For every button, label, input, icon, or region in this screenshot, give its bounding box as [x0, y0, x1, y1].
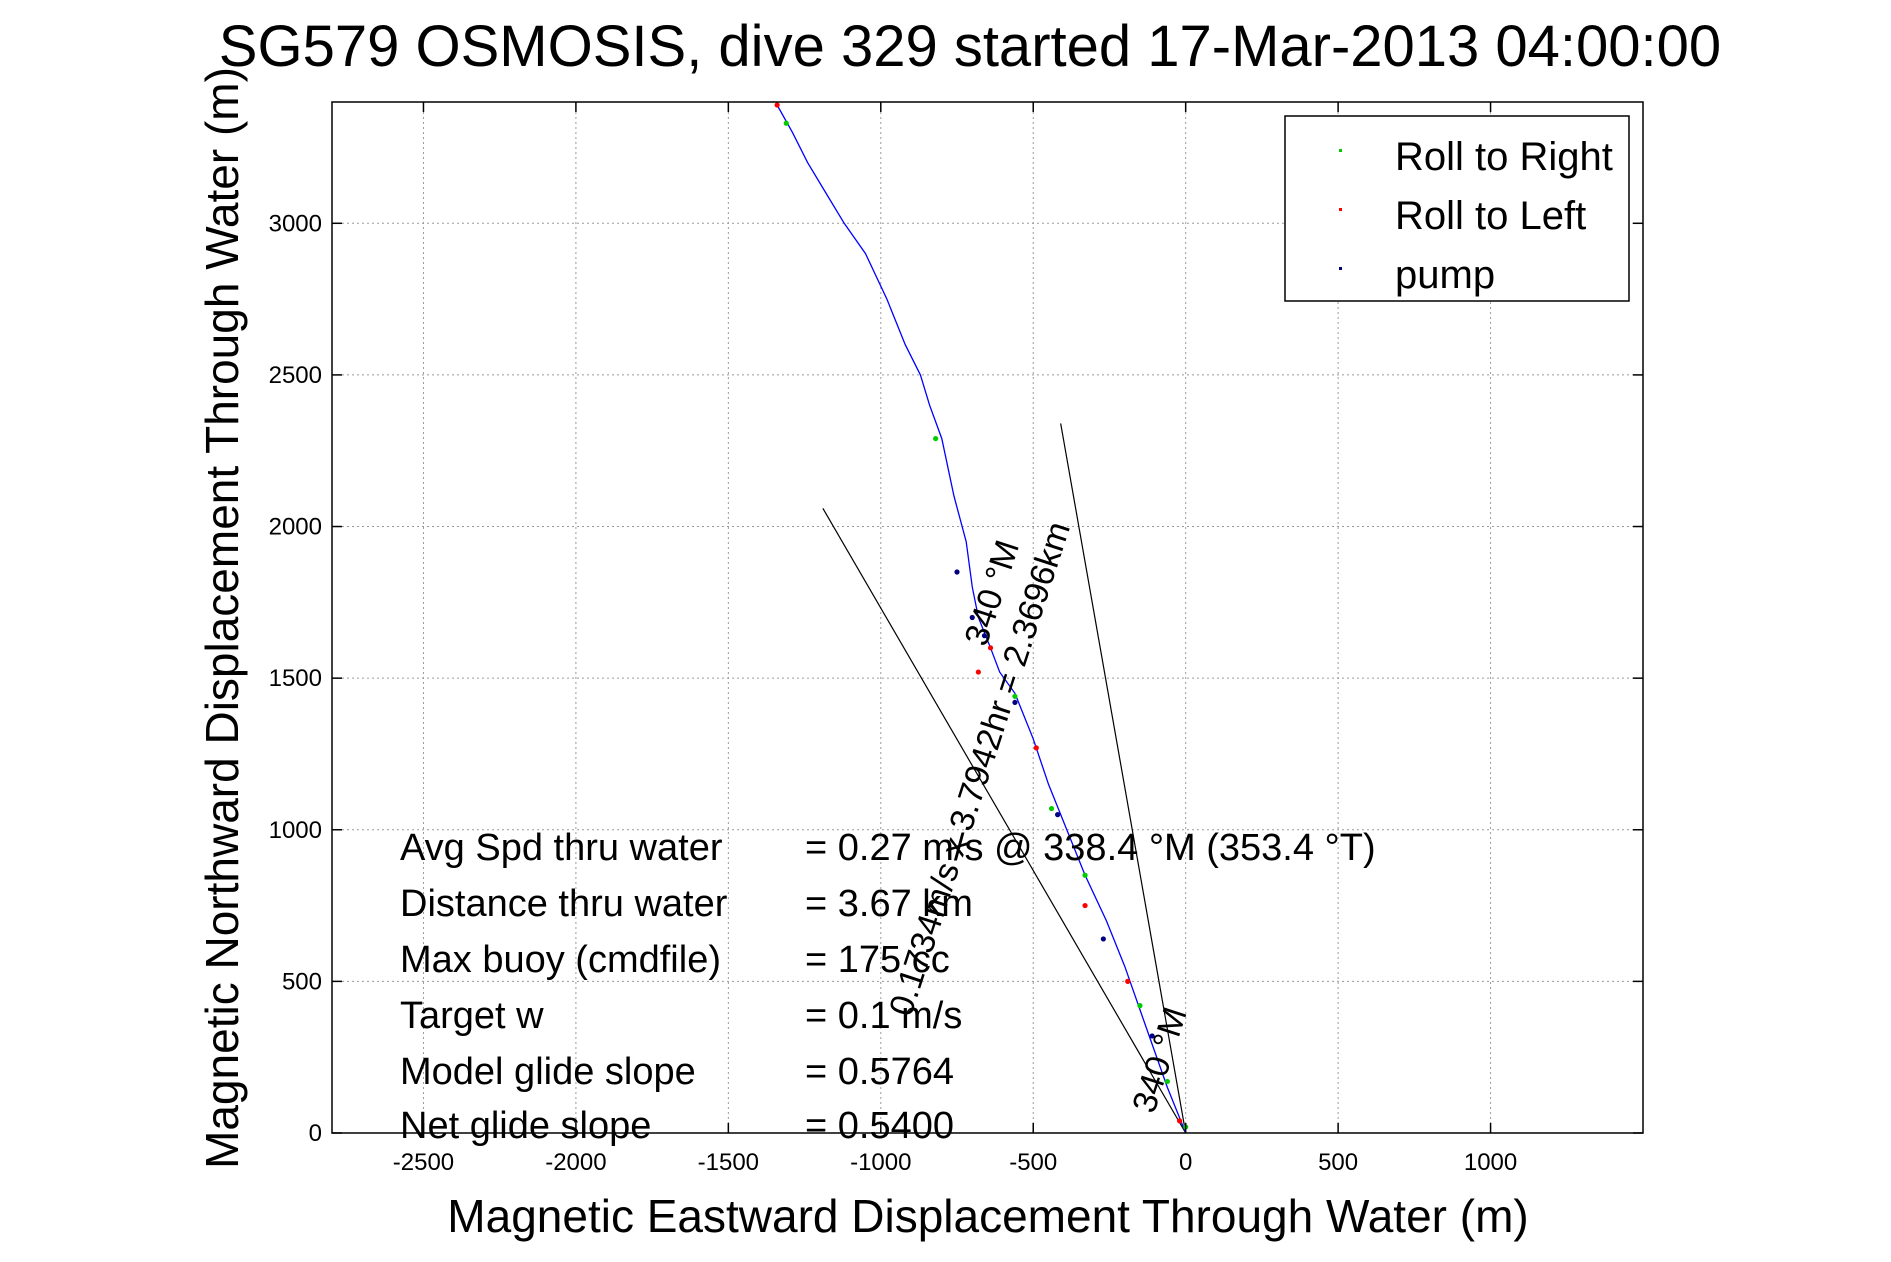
legend-label-roll-left: Roll to Left [1395, 194, 1586, 238]
pump-marker [954, 569, 960, 575]
pump-marker [969, 614, 975, 621]
roll-right-marker [1012, 693, 1018, 699]
stat-label-distance: Distance thru water [400, 883, 728, 925]
dive-stats: Avg Spd thru water = 0.27 m/s @ 338.4 °M… [400, 827, 1376, 1147]
legend-marker-roll-left [1339, 208, 1342, 211]
y-tick-label: 2500 [269, 362, 322, 389]
stat-label-target-w: Target w [400, 995, 544, 1037]
pump-marker [1149, 1033, 1155, 1039]
y-tick-label: 2000 [269, 514, 322, 541]
roll-right-marker [1137, 1003, 1143, 1009]
x-tick-label: 1000 [1464, 1149, 1517, 1176]
pump-marker [1012, 699, 1018, 706]
chart-title: SG579 OSMOSIS, dive 329 started 17-Mar-2… [219, 14, 1721, 79]
y-tick-label: 1000 [269, 817, 322, 844]
stat-value-max-buoy: = 175 cc [805, 939, 950, 981]
roll-left-marker [975, 669, 981, 675]
roll-left-marker [774, 102, 780, 108]
stat-label-net-glide: Net glide slope [400, 1105, 651, 1147]
stat-value-target-w: = 0.1 m/s [805, 995, 962, 1037]
roll-right-marker [1048, 805, 1055, 812]
y-tick-label: 3000 [269, 210, 322, 237]
cone-lines [822, 423, 1187, 1134]
x-tick-label: 0 [1179, 1149, 1192, 1176]
y-tick-label: 0 [309, 1120, 322, 1147]
stat-value-distance: = 3.67 km [805, 883, 973, 925]
y-ticks: 0 500 1000 1500 2000 2500 3000 [269, 210, 1643, 1147]
stat-value-net-glide: = 0.5400 [805, 1105, 954, 1147]
roll-left-marker [1033, 745, 1039, 751]
roll-left-marker [1125, 978, 1131, 984]
pump-marker [981, 633, 988, 639]
x-axis-label: Magnetic Eastward Displacement Through W… [447, 1190, 1528, 1242]
roll-right-marker [783, 120, 789, 126]
legend-box [1284, 115, 1630, 302]
roll-right-marker [1164, 1078, 1170, 1085]
legend-marker-roll-right [1339, 149, 1342, 152]
roll-left-marker [1176, 1118, 1183, 1124]
roll-left-marker [987, 645, 994, 651]
legend-marker-pump [1339, 267, 1342, 270]
pump-marker [1100, 936, 1106, 942]
roll-left-marker [1082, 902, 1088, 909]
pump-marker [1055, 812, 1061, 818]
legend-label-pump: pump [1395, 253, 1495, 297]
stat-label-avg-speed: Avg Spd thru water [400, 827, 723, 869]
track-layer [776, 104, 1187, 1134]
legend-label-roll-right: Roll to Right [1395, 135, 1613, 179]
plot-border [331, 101, 1644, 1134]
stat-label-max-buoy: Max buoy (cmdfile) [400, 939, 721, 981]
marker-layer [774, 102, 1189, 1130]
x-tick-label: -2000 [545, 1149, 606, 1176]
y-tick-label: 500 [282, 968, 322, 995]
x-tick-label: -500 [1009, 1149, 1057, 1176]
y-tick-label: 1500 [269, 665, 322, 692]
stat-value-avg-speed: = 0.27 m/s @ 338.4 °M (353.4 °T) [805, 827, 1376, 869]
legend: Roll to Right Roll to Left pump [1284, 115, 1630, 302]
cone-line [1060, 423, 1187, 1134]
roll-right-marker [933, 435, 939, 442]
x-tick-label: -2500 [393, 1149, 454, 1176]
x-tick-label: 500 [1318, 1149, 1358, 1176]
stat-label-model-glide: Model glide slope [400, 1051, 696, 1093]
x-tick-label: -1000 [850, 1149, 911, 1176]
cone-line [822, 508, 1187, 1134]
y-axis-label: Magnetic Northward Displacement Through … [196, 67, 248, 1169]
x-tick-label: -1500 [698, 1149, 759, 1176]
x-ticks: -2500 -2000 -1500 -1000 -500 0 500 1000 [393, 102, 1517, 1176]
stat-value-model-glide: = 0.5764 [805, 1051, 954, 1093]
roll-right-marker [1082, 872, 1088, 878]
series-line-track [776, 104, 1187, 1134]
